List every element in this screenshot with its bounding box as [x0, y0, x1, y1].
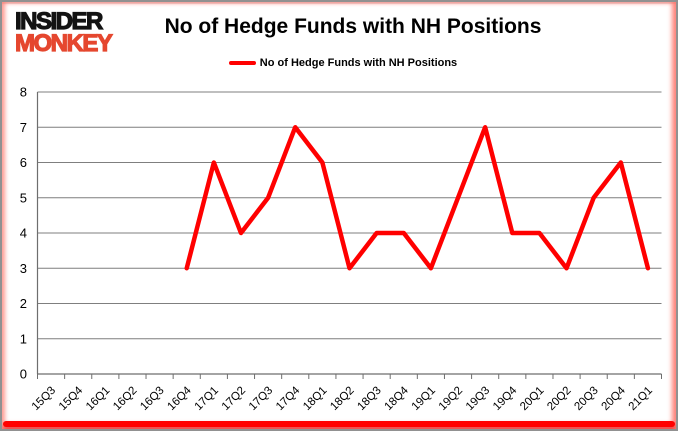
x-axis-label: 20Q1	[518, 385, 546, 413]
x-axis-label: 18Q2	[328, 385, 356, 413]
y-axis-label: 3	[20, 261, 27, 276]
legend-label: No of Hedge Funds with NH Positions	[259, 57, 458, 69]
x-axis-label: 19Q3	[464, 385, 492, 413]
x-axis-label: 18Q1	[301, 385, 329, 413]
y-axis-label: 2	[20, 296, 27, 311]
x-axis-label: 19Q1	[410, 385, 438, 413]
x-axis-label: 15Q4	[57, 384, 86, 413]
y-axis-label: 5	[20, 190, 27, 205]
logo-monkey-text: MONKEY	[14, 30, 113, 58]
x-axis-label: 20Q4	[600, 384, 629, 413]
x-axis-label: 16Q4	[165, 384, 194, 413]
x-axis-label: 17Q3	[247, 385, 275, 413]
y-axis-label: 4	[20, 226, 27, 241]
y-axis-label: 0	[20, 367, 27, 382]
y-axis-label: 8	[20, 85, 27, 100]
x-axis-label: 18Q4	[382, 384, 411, 413]
x-axis-label: 20Q2	[545, 385, 573, 413]
legend-line-marker-icon	[228, 60, 256, 66]
x-axis-label: 16Q1	[84, 385, 112, 413]
x-axis-label: 21Q1	[627, 385, 655, 413]
x-axis-label: 16Q2	[111, 385, 139, 413]
x-axis-label: 15Q3	[30, 385, 58, 413]
logo-insider-text: INSIDER	[14, 8, 104, 35]
x-axis-label: 20Q3	[572, 385, 600, 413]
bottom-red-border	[3, 421, 675, 427]
x-axis-label: 17Q2	[220, 385, 248, 413]
chart-legend: No of Hedge Funds with NH Positions	[2, 57, 676, 69]
x-axis-label: 19Q4	[491, 384, 520, 413]
insider-monkey-logo: INSIDER MONKEY	[14, 8, 113, 58]
y-axis-label: 1	[20, 331, 27, 346]
x-axis-label: 18Q3	[355, 385, 383, 413]
chart-title: No of Hedge Funds with NH Positions	[164, 15, 542, 38]
series-line	[184, 125, 651, 271]
x-axis-label: 17Q4	[274, 384, 303, 413]
y-axis-label: 6	[20, 155, 27, 170]
x-axis-label: 16Q3	[138, 385, 166, 413]
x-axis-label: 19Q2	[437, 385, 465, 413]
x-axis-label: 17Q1	[193, 385, 221, 413]
y-axis-label: 7	[20, 120, 27, 135]
